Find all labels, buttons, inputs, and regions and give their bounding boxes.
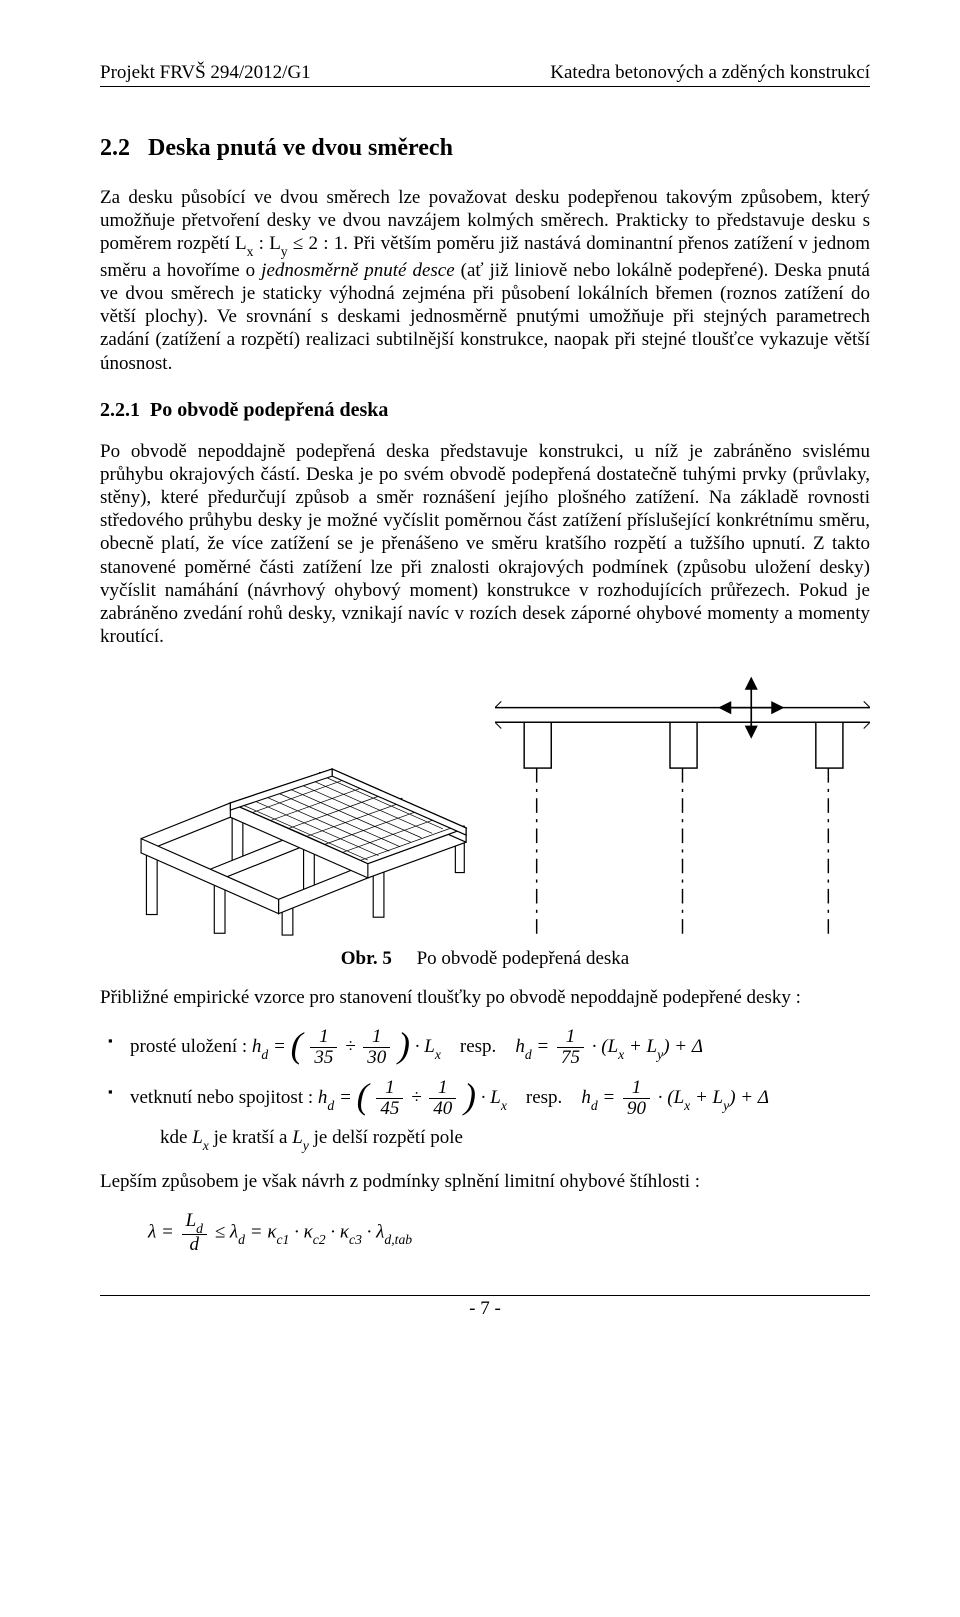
- figure-label: Obr. 5: [341, 948, 392, 969]
- fa3: 45: [376, 1099, 403, 1119]
- lambda-intro: Lepším způsobem je však návrh z podmínky…: [100, 1170, 870, 1193]
- sLy: L: [647, 1036, 658, 1057]
- s2Lxs: x: [501, 1098, 507, 1113]
- page: Projekt FRVŠ 294/2012/G1 Katedra betonov…: [0, 0, 960, 1617]
- formula-fixed: vetknutí nebo spojitost : hd = ( 145 ÷ 1…: [100, 1078, 870, 1119]
- sLys: y: [657, 1047, 663, 1062]
- fa1: 35: [310, 1048, 337, 1068]
- lts: d,tab: [384, 1232, 412, 1247]
- subsection-title: Po obvodě podepřená deska: [150, 399, 388, 421]
- sLxs: x: [618, 1047, 624, 1062]
- sym-Lx: L: [424, 1036, 435, 1057]
- s3Lx: L: [674, 1087, 685, 1108]
- formula-simple-eq2: hd = 175 · (Lx + Ly) + Δ: [515, 1036, 703, 1057]
- p1b: : L: [253, 233, 280, 254]
- section-title: Deska pnutá ve dvou směrech: [148, 135, 453, 161]
- figure-5-caption: Obr. 5 Po obvodě podepřená deska: [100, 948, 870, 970]
- sym-lambda2s: d: [238, 1232, 245, 1247]
- fa2: 30: [363, 1048, 390, 1068]
- sym-lambda2: λ: [230, 1221, 238, 1242]
- fa4: 40: [429, 1099, 456, 1119]
- sym-Ld: L: [186, 1210, 197, 1231]
- s3Lxs: x: [684, 1098, 690, 1113]
- kde-note: kde Lx je kratší a Ly je delší rozpětí p…: [100, 1127, 870, 1152]
- p1-sub-x: x: [247, 244, 254, 259]
- header-rule: [100, 86, 870, 87]
- sym-hd: d: [261, 1047, 268, 1062]
- page-header: Projekt FRVŠ 294/2012/G1 Katedra betonov…: [100, 62, 870, 84]
- formulas-intro: Přibližné empirické vzorce pro stanovení…: [100, 986, 870, 1009]
- sym-hd2: d: [525, 1047, 532, 1062]
- p1-sub-y: y: [281, 244, 288, 259]
- figure-5-right-svg: [495, 666, 870, 937]
- figure-caption-text: Po obvodě podepřená deska: [417, 948, 630, 969]
- sym-Lxs: x: [435, 1047, 441, 1062]
- resp1: resp.: [460, 1036, 496, 1057]
- s3h: h: [581, 1087, 591, 1108]
- s2h: h: [318, 1087, 328, 1108]
- paragraph-2: Po obvodě nepoddajně podepřená deska pře…: [100, 440, 870, 649]
- formula-simple-label: prosté uložení :: [130, 1036, 252, 1057]
- formula-list: prosté uložení : hd = ( 135 ÷ 130 ) · Lx…: [100, 1027, 870, 1119]
- p1-italic: jednosměrně pnuté desce: [261, 260, 454, 281]
- figure-5-left: [100, 669, 475, 942]
- k2: κ: [304, 1221, 313, 1242]
- paragraph-1: Za desku působící ve dvou směrech lze po…: [100, 186, 870, 375]
- sym-d: d: [182, 1235, 207, 1255]
- figure-5-right: [495, 666, 870, 942]
- lambda-formula: λ = Ld d ≤ λd = κc1 · κc2 · κc3 · λd,tab: [100, 1211, 870, 1255]
- formula-simple-eq1: hd = ( 135 ÷ 130 ) · Lx: [252, 1036, 446, 1057]
- subsection-number: 2.2.1: [100, 399, 140, 421]
- s2hd: d: [327, 1098, 334, 1113]
- subsection-heading: 2.2.1 Po obvodě podepřená deska: [100, 399, 870, 422]
- s3hd: d: [591, 1098, 598, 1113]
- figure-5-left-svg: [100, 669, 475, 937]
- k2s: c2: [313, 1232, 326, 1247]
- fb1: 75: [557, 1048, 584, 1068]
- formula-fixed-eq1: hd = ( 145 ÷ 140 ) · Lx: [318, 1087, 512, 1108]
- s2Lx: L: [490, 1087, 501, 1108]
- section-heading: 2.2 Deska pnutá ve dvou směrech: [100, 135, 870, 162]
- sym-Lds: d: [196, 1221, 203, 1236]
- k3s: c3: [349, 1232, 362, 1247]
- footer-rule: [100, 1295, 870, 1296]
- sym-h: h: [252, 1036, 262, 1057]
- page-number: - 7 -: [100, 1298, 870, 1320]
- sDelta: Δ: [692, 1036, 703, 1057]
- formula-fixed-label: vetknutí nebo spojitost :: [130, 1087, 318, 1108]
- formula-simple: prosté uložení : hd = ( 135 ÷ 130 ) · Lx…: [100, 1027, 870, 1068]
- resp2: resp.: [526, 1087, 562, 1108]
- k1s: c1: [276, 1232, 289, 1247]
- formula-fixed-eq2: hd = 190 · (Lx + Ly) + Δ: [581, 1087, 769, 1108]
- sLx: L: [608, 1036, 619, 1057]
- k3: κ: [340, 1221, 349, 1242]
- s3Delta: Δ: [758, 1087, 769, 1108]
- s3Lys: y: [723, 1098, 729, 1113]
- header-right: Katedra betonových a zděných konstrukcí: [550, 62, 870, 84]
- figure-5: [100, 666, 870, 942]
- sym-h2: h: [515, 1036, 525, 1057]
- header-left: Projekt FRVŠ 294/2012/G1: [100, 62, 311, 84]
- s3Ly: L: [713, 1087, 724, 1108]
- sym-lambda: λ: [148, 1221, 156, 1242]
- section-number: 2.2: [100, 135, 130, 161]
- fb2: 90: [623, 1099, 650, 1119]
